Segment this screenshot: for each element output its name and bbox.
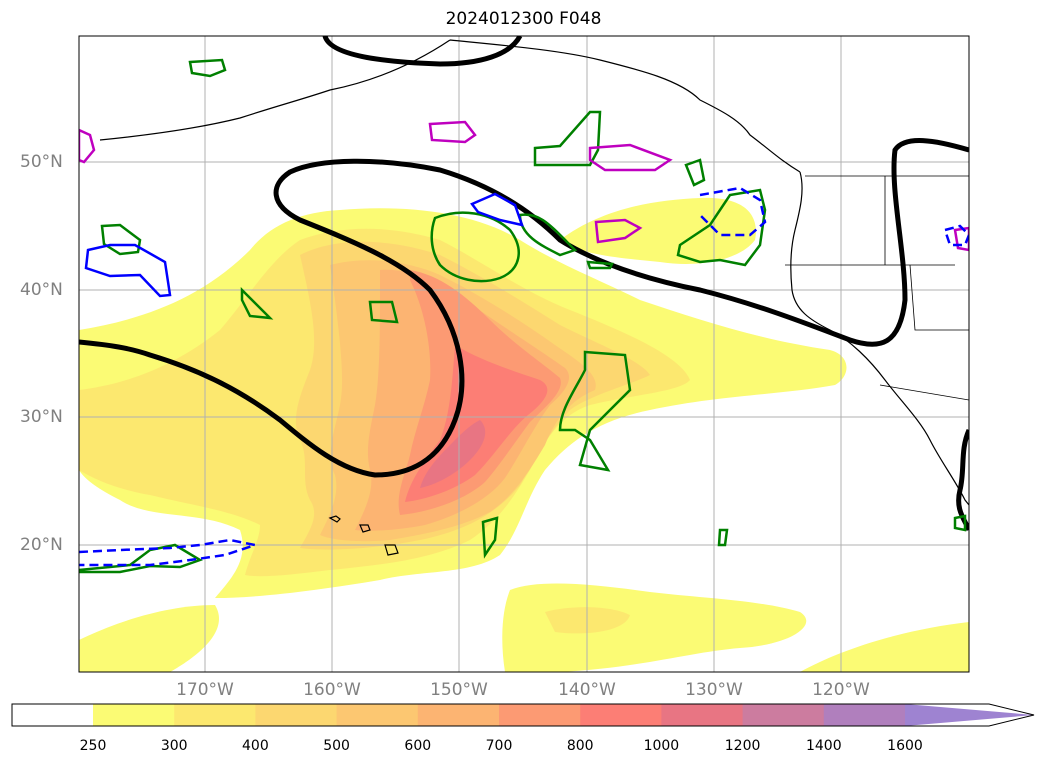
- colorbar-tick-1600: 1600: [887, 738, 923, 754]
- ivt-band-1000: [420, 420, 486, 488]
- alaska-coast: [99, 39, 801, 173]
- colorbar-segment-600: [417, 704, 500, 726]
- colorbar-tick-600: 600: [404, 738, 432, 754]
- colorbar-segment-500: [336, 704, 419, 726]
- us-borders: [785, 175, 969, 401]
- ivt-band-250-south: [502, 583, 807, 672]
- lat-label-40n: 40°N: [20, 280, 63, 300]
- colorbar-segment-1200: [742, 704, 825, 726]
- colorbar-segment-400: [255, 704, 338, 726]
- colorbar-segment-below: [12, 704, 93, 726]
- lon-label-130w: 130°W: [685, 680, 743, 700]
- lon-label-150w: 150°W: [430, 680, 488, 700]
- colorbar-tick-1200: 1200: [724, 738, 761, 754]
- blue-contours: [79, 186, 969, 567]
- magenta-contours: [79, 120, 969, 252]
- hawaii-islands: [328, 515, 399, 556]
- lat-label-30n: 30°N: [20, 407, 63, 427]
- colorbar-segment-250: [93, 704, 175, 726]
- colorbar-tick-250: 250: [79, 738, 107, 754]
- colorbar-tick-1000: 1000: [643, 738, 680, 754]
- colorbar-segment-800: [580, 704, 662, 726]
- colorbar-tick-400: 400: [242, 738, 269, 754]
- colorbar-segment-1000: [661, 704, 744, 726]
- lon-label-170w: 170°W: [176, 680, 234, 700]
- lon-label-140w: 140°W: [558, 680, 616, 700]
- green-contours: [79, 58, 967, 574]
- lat-label-20n: 20°N: [20, 535, 63, 555]
- colorbar-extend-arrow: [905, 704, 1034, 726]
- colorbar-tick-300: 300: [160, 738, 188, 754]
- lon-label-160w: 160°W: [303, 680, 361, 700]
- ivt-band-250-west: [79, 605, 219, 672]
- map-title: 2024012300 F048: [445, 9, 602, 29]
- lat-label-50n: 50°N: [20, 152, 63, 172]
- colorbar-tick-700: 700: [485, 738, 513, 754]
- ivt-band-250-southeast: [800, 622, 969, 672]
- colorbar-segment-1400: [823, 704, 906, 726]
- map-frame: [78, 35, 970, 673]
- colorbar: [12, 704, 1034, 726]
- ivt-band-250-ne: [560, 197, 756, 264]
- colorbar-tick-1400: 1400: [805, 738, 842, 754]
- colorbar-tick-800: 800: [566, 738, 594, 754]
- colorbar-segment-300: [174, 704, 256, 726]
- lon-label-120w: 120°W: [812, 680, 870, 700]
- colorbar-tick-500: 500: [323, 738, 350, 754]
- filled-contours: [79, 197, 969, 672]
- colorbar-segment-700: [499, 704, 581, 726]
- grid-lines: [79, 36, 969, 672]
- colorbar-frame: [11, 703, 1035, 727]
